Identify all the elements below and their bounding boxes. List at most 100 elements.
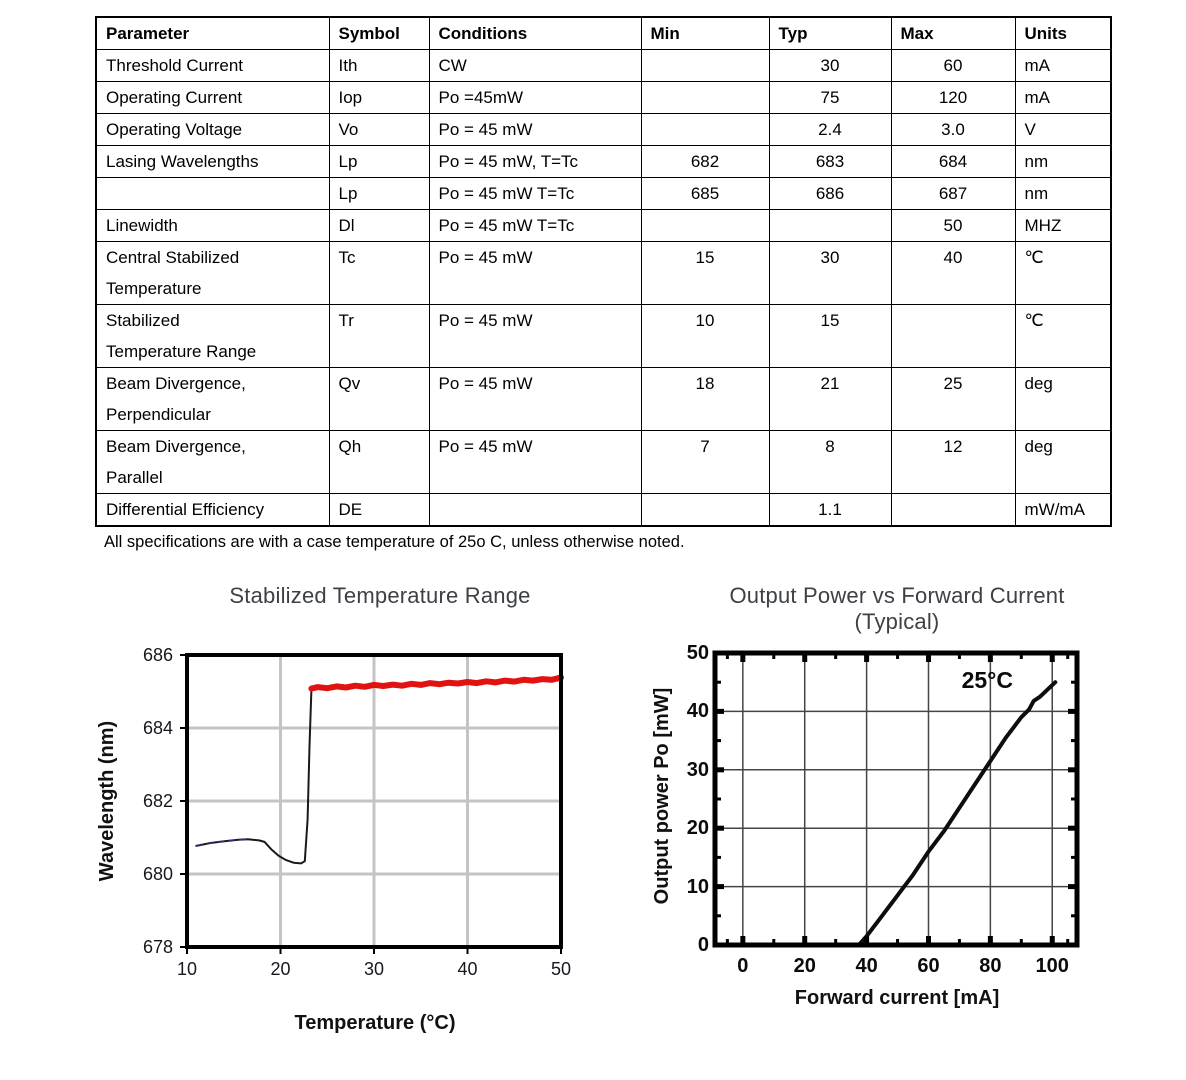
units-cell: MHZ (1014, 209, 1112, 242)
max-cell: 60 (890, 49, 1016, 82)
chart-title: Stabilized Temperature Range (229, 583, 531, 608)
units-cell: ℃ (1014, 241, 1112, 305)
typ-cell: 30 (768, 49, 892, 82)
max-cell: 25 (890, 367, 1016, 431)
min-cell (640, 493, 770, 527)
column-header-parameter: Parameter (95, 16, 330, 50)
parameter-cell: Operating Voltage (95, 113, 330, 146)
table-row: Beam Divergence, Parallel Qh Po = 45 mW 7 8 12… (95, 430, 1112, 494)
conditions-cell: Po =45mW (428, 81, 642, 114)
chart-title: Output Power vs Forward Current (729, 583, 1065, 608)
table-row: Lasing Wavelengths Lp Po = 45 mW, T=Tc 682 6… (95, 145, 1112, 178)
table-row: Stabilized Temperature Range Tr Po = 45 mW 1… (95, 304, 1112, 368)
column-header-max: Max (890, 16, 1016, 50)
typ-cell: 683 (768, 145, 892, 178)
column-header-conditions: Conditions (428, 16, 642, 50)
min-cell: 15 (640, 241, 770, 305)
symbol-cell: Vo (328, 113, 430, 146)
units-cell: ℃ (1014, 304, 1112, 368)
x-tick-label: 10 (176, 959, 198, 979)
conditions-cell: Po = 45 mW, T=Tc (428, 145, 642, 178)
x-tick-label: 100 (1035, 955, 1069, 977)
table-row: Beam Divergence, Perpendicular Qv Po = 45 m… (95, 367, 1112, 431)
units-cell: nm (1014, 177, 1112, 210)
typ-cell (768, 209, 892, 242)
symbol-cell: Qv (328, 367, 430, 431)
temperature-annotation: 25°C (962, 667, 1013, 693)
min-cell: 685 (640, 177, 770, 210)
table-row: Central Stabilized Temperature Tc Po = 45 m… (95, 241, 1112, 305)
typ-cell: 1.1 (768, 493, 892, 527)
symbol-cell: Lp (328, 177, 430, 210)
stabilized-temperature-chart: Stabilized Temperature Range Wavelength … (60, 575, 620, 1055)
symbol-cell: DE (328, 493, 430, 527)
y-tick-label: 686 (142, 645, 173, 665)
column-header-symbol: Symbol (328, 16, 430, 50)
parameter-cell: Central Stabilized Temperature (95, 241, 330, 305)
x-tick-label: 0 (737, 955, 749, 977)
output-power-chart: Output Power vs Forward Current (Typical… (630, 575, 1186, 1055)
max-cell: 684 (890, 145, 1016, 178)
parameter-cell: Beam Divergence, Perpendicular (95, 367, 330, 431)
symbol-cell: Dl (328, 209, 430, 242)
x-tick-label: 50 (550, 959, 572, 979)
typ-cell: 30 (768, 241, 892, 305)
x-tick-label: 20 (270, 959, 291, 979)
y-tick-label: 684 (142, 718, 173, 738)
parameter-cell (95, 177, 330, 210)
x-tick-label: 40 (457, 959, 478, 979)
power-vs-current-plot: 25°C (712, 650, 1080, 948)
max-cell: 40 (890, 241, 1016, 305)
x-tick-label: 20 (793, 955, 816, 977)
typ-cell: 2.4 (768, 113, 892, 146)
max-cell (890, 493, 1016, 527)
parameter-cell: Lasing Wavelengths (95, 145, 330, 178)
min-cell (640, 81, 770, 114)
min-cell: 682 (640, 145, 770, 178)
typ-cell: 686 (768, 177, 892, 210)
min-cell: 7 (640, 430, 770, 494)
max-cell: 3.0 (890, 113, 1016, 146)
min-cell (640, 113, 770, 146)
symbol-cell: Ith (328, 49, 430, 82)
parameter-cell: Threshold Current (95, 49, 330, 82)
y-tick-label: 30 (686, 758, 709, 781)
spec-table: Parameter Symbol Conditions Min Typ Max Units … (95, 16, 1112, 527)
typ-cell: 15 (768, 304, 892, 368)
table-row: Threshold Current Ith CW 30 60 mA (95, 49, 1112, 82)
max-cell: 687 (890, 177, 1016, 210)
symbol-cell: Iop (328, 81, 430, 114)
y-tick-label: 678 (142, 937, 173, 957)
conditions-cell: Po = 45 mW (428, 113, 642, 146)
typ-cell: 75 (768, 81, 892, 114)
table-row: Linewidth Dl Po = 45 mW T=Tc 50 MHZ (95, 209, 1112, 242)
min-cell: 10 (640, 304, 770, 368)
table-row: Lp Po = 45 mW T=Tc 685 686 687 nm (95, 177, 1112, 210)
parameter-cell: Beam Divergence, Parallel (95, 430, 330, 494)
symbol-cell: Lp (328, 145, 430, 178)
table-row: Operating Current Iop Po =45mW 75 120 mA (95, 81, 1112, 114)
chart-subtitle: (Typical) (854, 609, 940, 634)
x-axis-label: Forward current [mA] (794, 987, 1000, 1009)
min-cell (640, 209, 770, 242)
parameter-cell: Linewidth (95, 209, 330, 242)
conditions-cell: Po = 45 mW (428, 304, 642, 368)
conditions-cell: Po = 45 mW (428, 241, 642, 305)
table-row: Differential Efficiency DE 1.1 mW/mA (95, 493, 1112, 527)
column-header-units: Units (1014, 16, 1112, 50)
max-cell: 50 (890, 209, 1016, 242)
column-header-typ: Typ (768, 16, 892, 50)
wavelength-vs-temperature-plot (180, 653, 564, 954)
x-tick-label: 60 (917, 955, 940, 977)
x-tick-label: 80 (979, 955, 1002, 977)
units-cell: deg (1014, 367, 1112, 431)
parameter-cell: Differential Efficiency (95, 493, 330, 527)
conditions-cell: Po = 45 mW T=Tc (428, 177, 642, 210)
units-cell: mW/mA (1014, 493, 1112, 527)
y-tick-label: 682 (142, 791, 173, 811)
conditions-cell (428, 493, 642, 527)
units-cell: V (1014, 113, 1112, 146)
y-tick-label: 20 (686, 817, 709, 840)
symbol-cell: Qh (328, 430, 430, 494)
max-cell: 120 (890, 81, 1016, 114)
